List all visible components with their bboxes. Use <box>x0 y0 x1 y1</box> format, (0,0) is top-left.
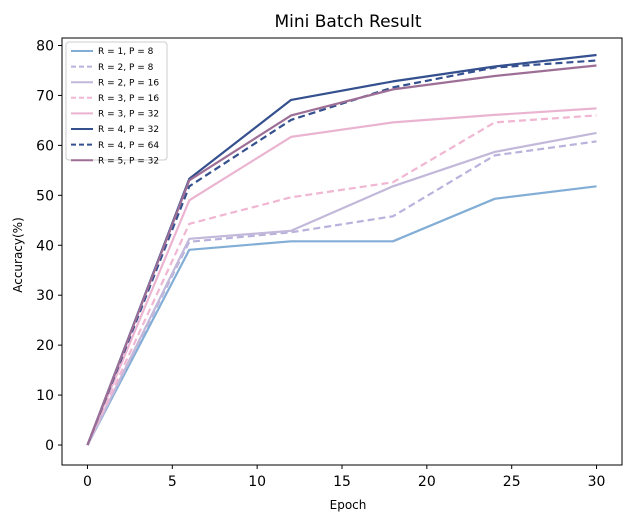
y-tick-label: 60 <box>36 138 54 154</box>
series-line-5 <box>86 107 597 446</box>
x-tick-label: 15 <box>333 474 351 490</box>
chart-title: Mini Batch Result <box>274 12 421 32</box>
y-tick-label: 20 <box>36 338 54 354</box>
y-tick-label: 0 <box>45 438 54 454</box>
legend: R = 1, P = 8 R = 2, P = 8 R = 2, P = 16 R =… <box>65 41 168 166</box>
x-tick-label: 25 <box>503 474 521 490</box>
axis-ticks: 0 5 10 15 20 25 30 0 10 20 30 40 50 60 70 80 <box>36 38 605 490</box>
y-tick-label: 50 <box>36 188 54 204</box>
y-tick-label: 40 <box>36 238 54 254</box>
y-tick-label: 80 <box>36 38 54 54</box>
plot-frame <box>61 37 623 466</box>
series-line-3 <box>86 131 597 446</box>
legend-label: R = 5, P = 32 <box>98 156 159 166</box>
x-tick-label: 10 <box>248 474 266 490</box>
legend-label: R = 4, P = 32 <box>98 125 159 135</box>
x-tick-label: 5 <box>168 474 177 490</box>
legend-label: R = 3, P = 16 <box>98 94 159 104</box>
legend-label: R = 1, P = 8 <box>98 47 154 57</box>
legend-label: R = 4, P = 64 <box>98 141 159 151</box>
series-line-4 <box>86 114 597 446</box>
y-tick-label: 10 <box>36 388 54 404</box>
y-tick-label: 70 <box>36 88 54 104</box>
plot-lines <box>86 53 597 446</box>
x-tick-label: 0 <box>83 474 92 490</box>
x-tick-label: 20 <box>418 474 436 490</box>
legend-box <box>65 41 168 161</box>
series-line-2 <box>86 140 597 446</box>
series-line-1 <box>86 185 597 446</box>
x-axis-label: Epoch <box>330 498 367 512</box>
legend-label: R = 3, P = 32 <box>98 110 159 120</box>
y-axis-label: Accuracy(%) <box>11 217 25 293</box>
y-tick-label: 30 <box>36 288 54 304</box>
series-line-7 <box>86 59 597 446</box>
legend-label: R = 2, P = 16 <box>98 78 159 88</box>
series-line-8 <box>86 64 597 446</box>
x-tick-label: 30 <box>588 474 606 490</box>
legend-label: R = 2, P = 8 <box>98 63 154 73</box>
